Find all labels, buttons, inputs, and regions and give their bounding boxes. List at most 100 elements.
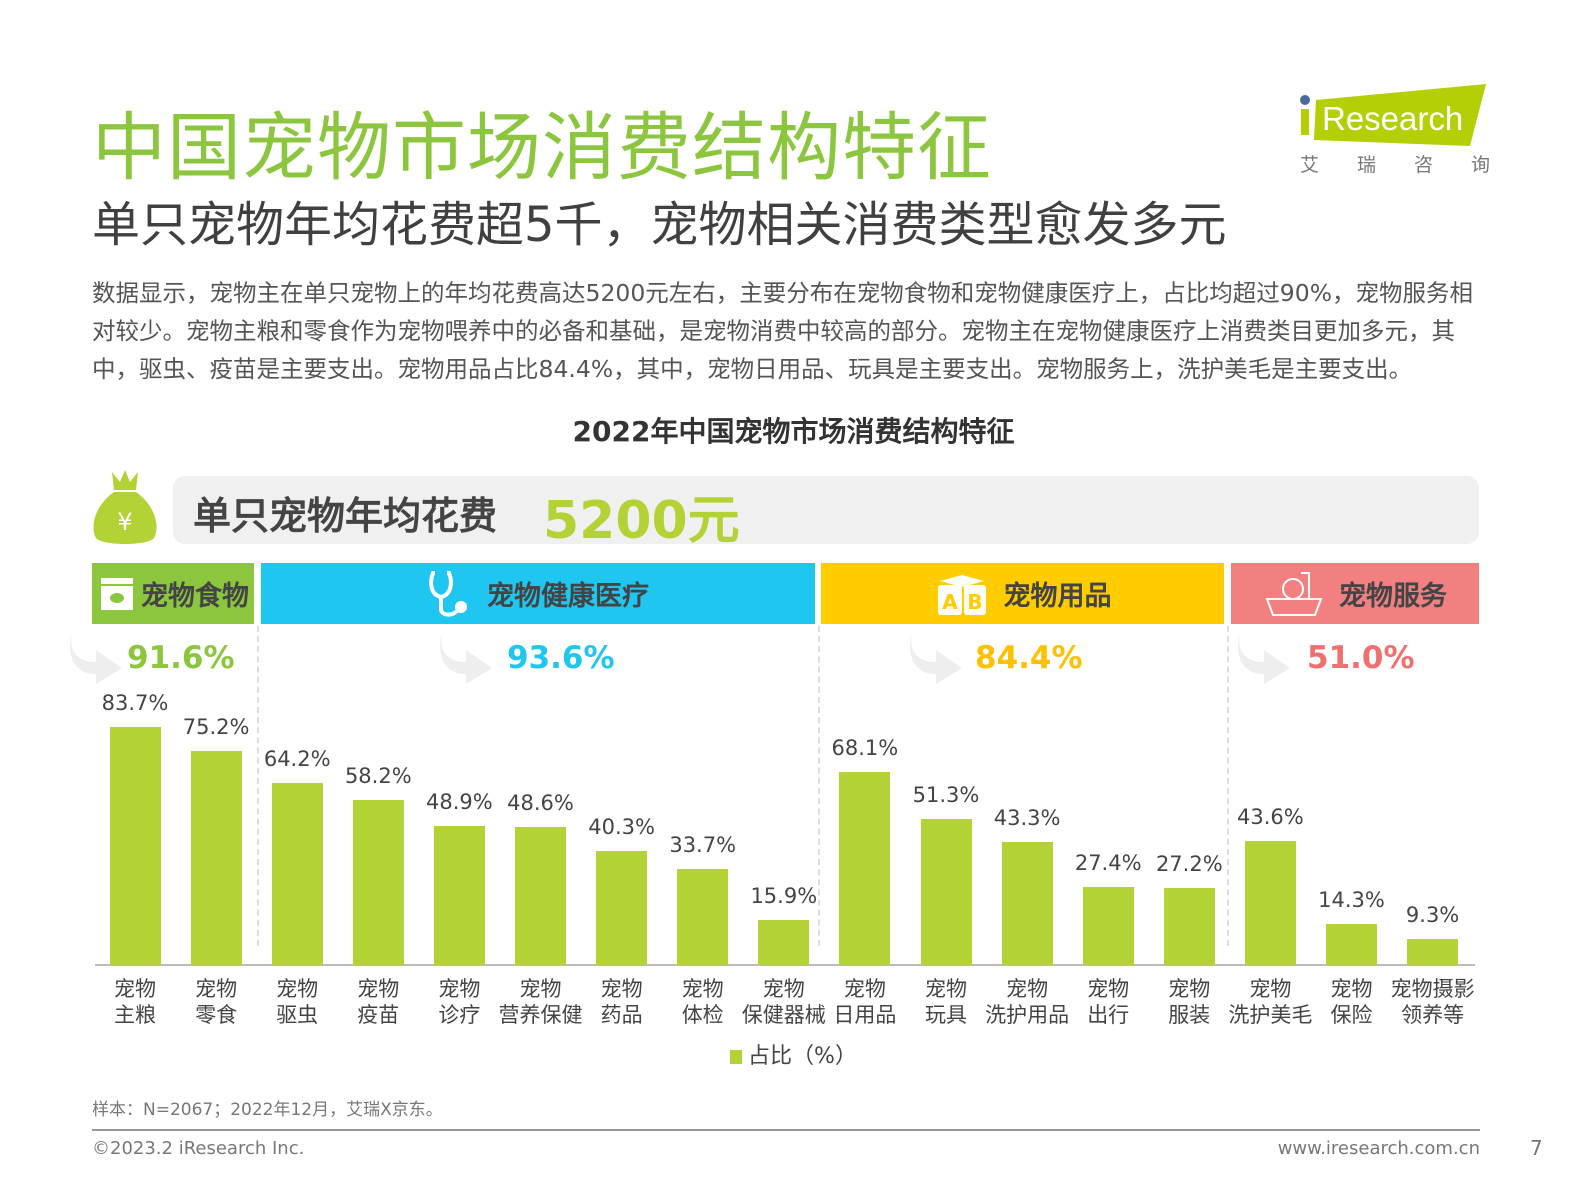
bar: [190, 751, 242, 965]
legend-swatch: [730, 1050, 743, 1064]
curved-arrow-icon: [1234, 628, 1294, 684]
bar-value-label: 27.2%: [1155, 851, 1223, 876]
chart-legend: 占比（%）: [0, 1038, 1587, 1070]
bar: [271, 782, 323, 965]
category-name: 宠物服务: [1339, 581, 1447, 612]
x-tick-label: 宠物摄影 领养等: [1390, 977, 1475, 1027]
bar: [1001, 842, 1053, 965]
bar-value-label: 51.3%: [912, 783, 980, 808]
svg-text:¥: ¥: [117, 508, 132, 536]
x-tick-label: 宠物 营养保健: [498, 977, 583, 1027]
bar: [677, 869, 729, 965]
category-name: 宠物用品: [1003, 581, 1112, 612]
pet-bath-icon: [1263, 569, 1325, 619]
chart-title: 2022年中国宠物市场消费结构特征: [572, 415, 1015, 448]
money-bag-icon: ¥: [93, 470, 157, 544]
x-tick-label: 宠物 保健器械: [741, 977, 826, 1027]
x-tick-label: 宠物 驱虫: [276, 977, 319, 1027]
x-tick-label: 宠物 保险: [1330, 977, 1373, 1027]
bar-value-label: 48.6%: [507, 790, 574, 815]
logo-chinese-name: 艾 瑞 咨 询: [1300, 150, 1490, 177]
svg-text:Research: Research: [1322, 100, 1463, 137]
curved-arrow-icon: [906, 628, 966, 684]
x-tick-label: 宠物 洗护用品: [985, 977, 1070, 1027]
bar: [352, 799, 404, 965]
category-header-3: A B 宠物用品: [821, 563, 1224, 624]
copyright: ©2023.2 iResearch Inc.: [92, 1138, 305, 1159]
curved-arrow-icon: [66, 628, 126, 684]
description-paragraph: 数据显示，宠物主在单只宠物上的年均花费高达5200元左右，主要分布在宠物食物和宠…: [92, 279, 1474, 383]
x-axis-line: [95, 964, 1475, 966]
category-name: 宠物食物: [141, 581, 249, 612]
svg-text:A: A: [942, 590, 958, 614]
pet-food-icon: [97, 574, 137, 614]
bar-value-label: 58.2%: [344, 763, 412, 788]
x-tick-label: 宠物 主粮: [114, 977, 156, 1027]
bar-value-label: 33.7%: [669, 833, 737, 858]
bar-value-label: 14.3%: [1318, 888, 1385, 913]
bar: [1407, 938, 1459, 965]
footer-divider: [92, 1129, 1480, 1131]
bar-value-label: 15.9%: [750, 883, 818, 908]
bar: [1163, 887, 1215, 965]
group-divider: [257, 626, 259, 946]
category-share: 91.6%: [127, 640, 235, 676]
category-share: 93.6%: [507, 640, 615, 676]
bar-value-label: 43.3%: [993, 806, 1061, 831]
x-tick-label: 宠物 诊疗: [438, 977, 481, 1027]
curved-arrow-icon: [436, 628, 496, 684]
logo-char: 咨: [1413, 154, 1433, 176]
bar-value-label: 43.6%: [1237, 805, 1304, 830]
x-tick-label: 宠物 药品: [600, 977, 643, 1027]
bar-value-label: 48.9%: [426, 790, 493, 815]
category-header-1: 宠物食物: [92, 563, 254, 624]
bar: [758, 919, 810, 965]
logo-char: 艾: [1300, 154, 1320, 176]
category-share: 84.4%: [975, 640, 1083, 676]
iresearch-logo: Research: [1300, 84, 1486, 146]
bar: [596, 850, 648, 965]
bar-value-label: 9.3%: [1405, 902, 1460, 927]
category-share: 51.0%: [1307, 640, 1415, 676]
bar-value-label: 75.2%: [182, 715, 250, 740]
annual-spend-value: 5200元: [543, 491, 740, 551]
page-subtitle: 单只宠物年均花费超5千，宠物相关消费类型愈发多元: [92, 197, 1227, 253]
bar: [1082, 887, 1134, 965]
x-tick-label: 宠物 疫苗: [357, 977, 400, 1027]
category-header-2: 宠物健康医疗: [261, 563, 815, 624]
annual-spend-label: 单只宠物年均花费: [193, 494, 498, 538]
x-tick-label: 宠物 日用品: [833, 977, 897, 1027]
x-tick-label: 宠物 出行: [1087, 977, 1130, 1027]
bar-value-label: 27.4%: [1074, 851, 1142, 876]
bar: [839, 771, 891, 965]
category-header-4: 宠物服务: [1231, 563, 1479, 624]
bar: [920, 819, 972, 965]
bar: [1244, 841, 1296, 965]
x-tick-label: 宠物 服装: [1168, 977, 1211, 1027]
category-name: 宠物健康医疗: [487, 581, 649, 612]
x-tick-label: 宠物 零食: [195, 977, 238, 1027]
bar-value-label: 64.2%: [263, 746, 331, 771]
annual-spend-banner: [173, 476, 1479, 544]
bar-value-label: 68.1%: [831, 735, 899, 760]
bar: [1326, 924, 1377, 965]
logo-char: 询: [1470, 154, 1490, 176]
bar-value-label: 83.7%: [101, 691, 169, 716]
x-tick-label: 宠物 体检: [681, 977, 724, 1027]
x-tick-label: 宠物 洗护美毛: [1228, 977, 1313, 1027]
website-url[interactable]: www.iresearch.com.cn: [1277, 1138, 1480, 1159]
source-note: 样本：N=2067；2022年12月，艾瑞X京东。: [92, 1100, 443, 1120]
group-divider: [818, 626, 820, 946]
page-title: 中国宠物市场消费结构特征: [92, 105, 992, 191]
bar: [515, 826, 566, 965]
group-divider: [1227, 626, 1229, 946]
bar: [433, 826, 485, 965]
bar-value-label: 40.3%: [588, 814, 655, 839]
svg-text:B: B: [967, 590, 982, 614]
legend-label: 占比（%）: [748, 1044, 857, 1069]
x-tick-label: 宠物 玩具: [925, 977, 967, 1027]
stethoscope-icon: [427, 569, 473, 619]
logo-char: 瑞: [1356, 154, 1376, 176]
bar: [109, 727, 161, 965]
